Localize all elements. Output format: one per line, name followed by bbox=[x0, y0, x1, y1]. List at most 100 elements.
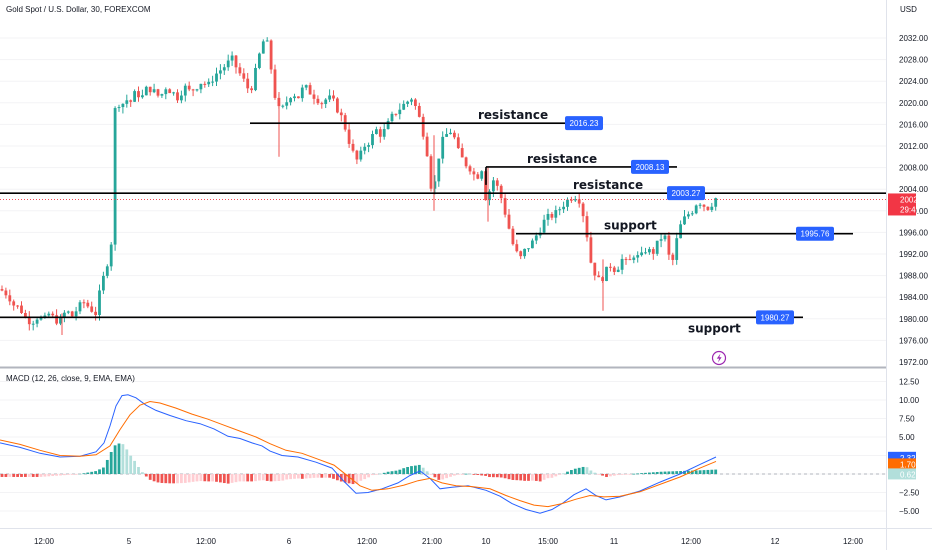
macd-histogram-bar bbox=[515, 474, 519, 481]
macd-histogram-bar bbox=[433, 474, 437, 478]
candle-body bbox=[219, 70, 222, 74]
macd-histogram-bar bbox=[542, 474, 546, 480]
candle-body bbox=[406, 101, 409, 104]
macd-histogram-bar bbox=[281, 474, 285, 481]
candle-body bbox=[199, 83, 203, 90]
macd-histogram-bar bbox=[86, 472, 90, 474]
macd-histogram-bar bbox=[51, 474, 55, 477]
macd-histogram-bar bbox=[441, 474, 445, 480]
candle-body bbox=[690, 213, 694, 215]
macd-histogram-bar bbox=[675, 471, 679, 474]
macd-histogram-bar bbox=[113, 445, 117, 474]
candle-body bbox=[0, 289, 4, 291]
candle-body bbox=[659, 239, 663, 241]
candle-body bbox=[55, 315, 58, 324]
macd-histogram-bar bbox=[285, 474, 289, 480]
candle-body bbox=[550, 213, 554, 218]
candle-body bbox=[113, 108, 117, 245]
macd-histogram-bar bbox=[238, 474, 242, 482]
macd-histogram-bar bbox=[297, 474, 300, 479]
candle-body bbox=[222, 67, 226, 71]
macd-histogram-bar bbox=[59, 474, 62, 476]
signal-line bbox=[0, 400, 717, 508]
candle-body bbox=[328, 95, 331, 100]
time-axis[interactable]: 12:00 5 12:00 6 12:00 21:00 10 15:00 11 12:00 12 12… bbox=[34, 537, 864, 546]
time-tick-label: 6 bbox=[287, 537, 292, 546]
macd-histogram-bar bbox=[211, 474, 214, 482]
candle-body bbox=[511, 228, 515, 245]
macd-histogram-bar bbox=[667, 471, 671, 474]
macd-histogram-bar bbox=[371, 474, 374, 476]
level-label: resistance bbox=[573, 178, 643, 192]
macd-histogram-bar bbox=[324, 474, 328, 478]
macd-histogram-bar bbox=[456, 474, 460, 475]
candle-body bbox=[297, 96, 300, 99]
current-price-badge-text: 2002.10 bbox=[900, 195, 929, 204]
macd-histogram-bar bbox=[258, 474, 261, 481]
candle-body bbox=[464, 157, 468, 167]
candle-body bbox=[523, 248, 526, 257]
macd-pane[interactable] bbox=[0, 381, 886, 514]
price-pane[interactable]: resistance 2016.23 resistance 2008.13 resist… bbox=[0, 37, 886, 341]
macd-histogram-bar bbox=[464, 473, 468, 475]
price-axis[interactable]: 2032.00 2028.00 2024.00 2020.00 2016.00 2012.… bbox=[899, 34, 928, 367]
candle-body bbox=[386, 121, 390, 130]
candle-body bbox=[35, 319, 39, 324]
macd-histogram-bar bbox=[495, 474, 499, 478]
candle-body bbox=[363, 146, 367, 151]
time-tick-label: 11 bbox=[610, 537, 619, 546]
level-value-text: 1980.27 bbox=[761, 313, 790, 322]
macd-histogram-bar bbox=[222, 474, 226, 484]
candle-body bbox=[324, 99, 328, 104]
level-value-text: 2016.23 bbox=[570, 119, 599, 128]
candle-body bbox=[164, 89, 168, 95]
macd-histogram-bar bbox=[398, 469, 402, 474]
candle-body bbox=[667, 235, 671, 255]
candle-body bbox=[694, 205, 698, 214]
macd-histogram-bar bbox=[0, 474, 4, 477]
candle-body bbox=[250, 88, 253, 91]
macd-histogram-bar bbox=[347, 474, 351, 484]
candle-body bbox=[293, 96, 296, 99]
macd-histogram-bar bbox=[12, 474, 16, 477]
candle-body bbox=[562, 206, 565, 210]
macd-histogram-bar bbox=[624, 474, 628, 475]
macd-histogram-bar bbox=[246, 474, 250, 482]
candle-body bbox=[16, 305, 19, 307]
macd-histogram-bar bbox=[445, 474, 448, 479]
macd-histogram-bar bbox=[492, 474, 495, 478]
macd-histogram-bar bbox=[531, 474, 534, 481]
candle-body bbox=[714, 198, 718, 207]
candle-body bbox=[371, 133, 374, 146]
time-tick-label: 12:00 bbox=[843, 537, 864, 546]
candle-body bbox=[507, 214, 511, 229]
candle-body bbox=[312, 94, 316, 99]
candle-body bbox=[261, 41, 265, 54]
macd-histogram-bar bbox=[671, 471, 675, 474]
macd-histogram-bar bbox=[156, 474, 160, 483]
macd-histogram-bar bbox=[47, 474, 51, 477]
macd-title[interactable]: MACD (12, 26, close, 9, EMA, EMA) bbox=[6, 374, 135, 383]
macd-histogram-bar bbox=[394, 470, 398, 474]
candle-body bbox=[433, 181, 437, 189]
macd-histogram-bar bbox=[355, 474, 359, 484]
macd-grid bbox=[0, 381, 886, 512]
time-tick-label: 12:00 bbox=[357, 537, 378, 546]
candle-body bbox=[570, 199, 573, 201]
symbol-title[interactable]: Gold Spot / U.S. Dollar, 30, FOREXCOM bbox=[6, 5, 151, 14]
macd-histogram-bar bbox=[605, 474, 608, 477]
candle-body bbox=[187, 85, 191, 90]
macd-histogram-bar bbox=[117, 443, 121, 474]
time-tick-label: 5 bbox=[127, 537, 132, 546]
candle-body bbox=[215, 73, 218, 82]
candle-body bbox=[616, 269, 620, 272]
price-tick-label: 1976.00 bbox=[899, 336, 928, 345]
candle-body bbox=[437, 158, 441, 182]
price-tick-label: 2028.00 bbox=[899, 56, 928, 65]
lightning-icon[interactable] bbox=[711, 350, 727, 366]
macd-histogram-bar bbox=[82, 473, 86, 475]
macd-histogram-bar bbox=[402, 468, 406, 474]
macd-histogram-bar bbox=[519, 474, 523, 481]
macd-histogram-bar bbox=[312, 474, 316, 478]
